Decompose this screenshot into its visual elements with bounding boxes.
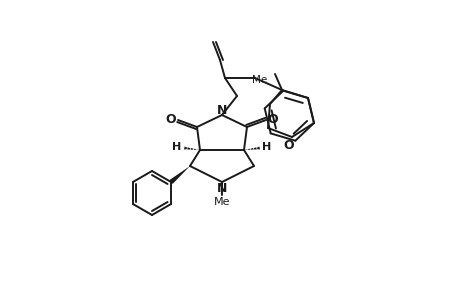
Polygon shape [193, 149, 196, 150]
Text: O: O [267, 112, 278, 125]
Text: Me: Me [213, 197, 230, 207]
Text: N: N [216, 103, 227, 116]
Text: N: N [216, 182, 227, 196]
Polygon shape [247, 149, 250, 150]
Text: H: H [262, 142, 271, 152]
Polygon shape [190, 148, 193, 150]
Text: Me: Me [251, 75, 266, 85]
Polygon shape [169, 166, 190, 184]
Polygon shape [244, 149, 246, 150]
Polygon shape [250, 148, 253, 150]
Polygon shape [187, 147, 190, 150]
Text: O: O [283, 139, 294, 152]
Polygon shape [257, 146, 259, 150]
Polygon shape [196, 149, 199, 150]
Text: O: O [165, 112, 176, 125]
Text: H: H [172, 142, 181, 152]
Polygon shape [184, 146, 186, 150]
Polygon shape [253, 147, 256, 150]
